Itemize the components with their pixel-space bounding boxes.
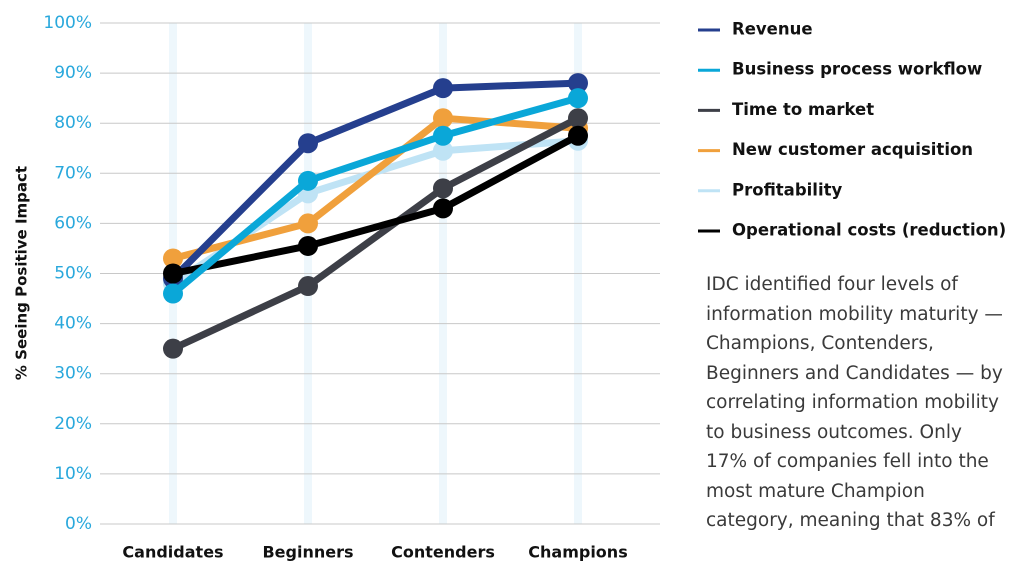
point — [433, 78, 453, 99]
annotation: IDC identified four levels of informatio… — [706, 274, 1003, 531]
series-line — [170, 79, 579, 281]
point — [298, 276, 318, 297]
point — [298, 235, 318, 256]
point — [298, 133, 318, 154]
point — [568, 88, 588, 109]
point — [433, 108, 453, 129]
point — [163, 338, 183, 359]
x-tick-label: Beginners — [262, 543, 353, 562]
point — [163, 283, 183, 304]
point — [298, 170, 318, 191]
point — [433, 125, 453, 146]
y-tick-label: 90% — [54, 63, 92, 83]
legend-label: New customer acquisition — [732, 140, 973, 159]
y-axis-label: % Seeing Positive Impact — [13, 166, 31, 380]
legend-label: Revenue — [732, 20, 813, 39]
legend-label: Time to market — [732, 100, 874, 119]
legend-label: Profitability — [732, 180, 842, 199]
series-line — [170, 94, 579, 297]
y-tick-label: 20% — [54, 414, 92, 434]
legend-label: Business process workflow — [732, 60, 982, 79]
point — [568, 108, 588, 129]
x-tick-label: Champions — [528, 543, 627, 562]
point — [568, 125, 588, 146]
y-tick-label: 100% — [43, 13, 92, 33]
point — [163, 263, 183, 284]
point — [433, 140, 453, 161]
y-tick-label: 0% — [65, 514, 92, 534]
y-tick-label: 50% — [54, 264, 92, 284]
x-tick-label: Contenders — [391, 543, 495, 562]
y-tick-label: 10% — [54, 464, 92, 484]
series-line — [172, 132, 580, 277]
y-tick-label: 80% — [54, 113, 92, 133]
point — [433, 198, 453, 219]
y-tick-label: 60% — [54, 213, 92, 233]
y-tick-label: 70% — [54, 163, 92, 183]
point — [163, 248, 183, 269]
series-line — [171, 115, 580, 352]
y-tick-label: 30% — [54, 364, 92, 384]
point — [568, 73, 588, 94]
point — [298, 213, 318, 234]
y-tick-label: 40% — [54, 314, 92, 334]
legend-label: Operational costs (reduction) — [732, 221, 1006, 240]
x-tick-label: Candidates — [122, 543, 223, 562]
point — [433, 178, 453, 199]
